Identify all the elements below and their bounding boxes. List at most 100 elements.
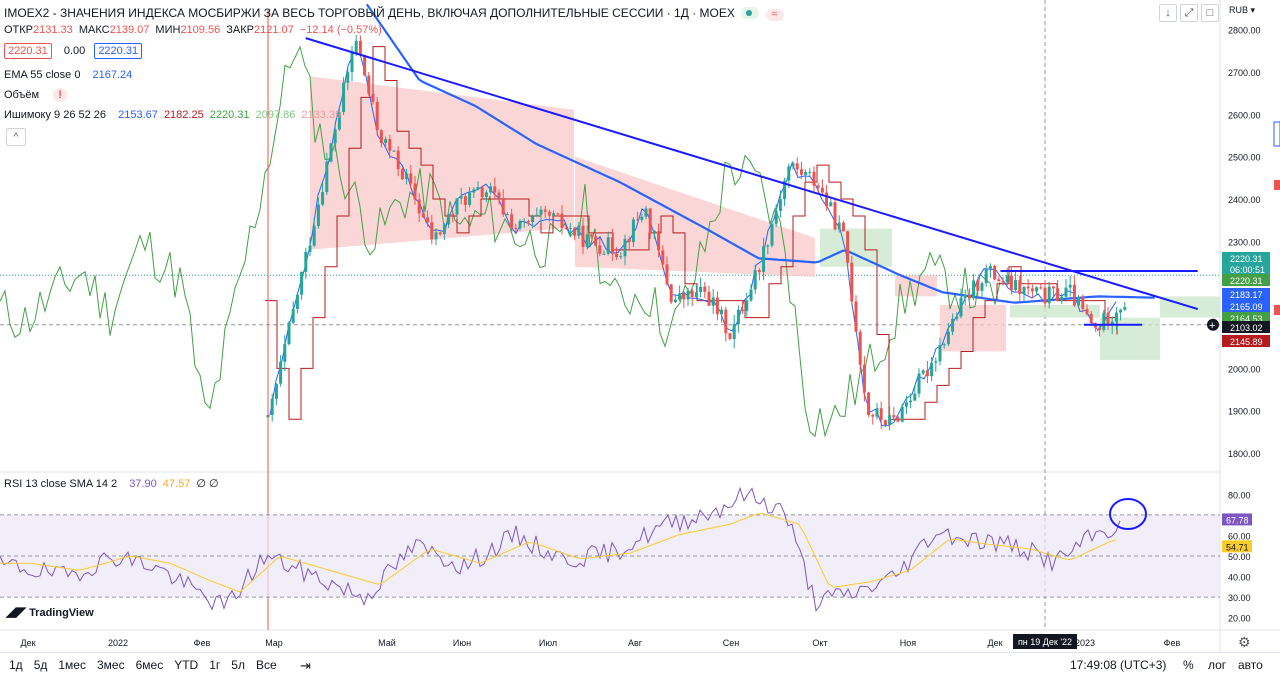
price-tag-label: 2220.31 [1230,276,1263,286]
candle-body [1098,327,1102,331]
price-tag-label: 2164.53 [1230,314,1263,324]
log-toggle[interactable]: лог [1208,658,1227,672]
candle-body [850,262,854,302]
crosshair-date-bg [1013,634,1077,649]
candle-body [295,294,299,309]
clock-label[interactable]: 17:49:08 (UTC+3) [1070,658,1167,672]
cloud-green-1 [820,228,892,267]
candle-body [568,227,572,229]
candle-body [652,231,656,234]
percent-toggle[interactable]: % [1183,658,1194,672]
cloud-red-3 [895,275,937,297]
range-1д[interactable]: 1д [9,658,23,672]
scroll-marker-red-2 [1274,305,1280,315]
warning-icon[interactable]: ! [53,88,68,102]
candle-body [686,290,690,300]
range-Все[interactable]: Все [255,658,277,672]
candle-body [715,297,719,315]
sell-button[interactable]: 2220.31 [4,43,52,59]
candle-body [657,231,661,251]
currency-select[interactable]: RUB ▾ [1229,5,1255,16]
ichimoku-span-a: 2097.86 [255,109,296,121]
candle-body [934,361,938,363]
time-tick: Май [378,638,396,648]
candle-body [1123,307,1127,310]
candle-body [279,361,283,384]
candle-body [337,111,341,130]
fullscreen-icon[interactable]: ⤢ [1180,4,1198,22]
settings-icon[interactable]: ⚙ [1238,634,1251,650]
ichimoku-tenkan: 2153.67 [118,109,158,121]
candle-body [531,216,535,223]
chevron-down-icon: ▾ [1250,5,1256,15]
buy-button[interactable]: 2220.31 [94,43,143,59]
candle-body [883,420,887,426]
tradingview-logo[interactable]: ◢◤ TradingView [6,604,94,620]
range-5д[interactable]: 5д [33,658,48,672]
candle-body [421,213,425,218]
rsi-tag-label: 54.71 [1226,542,1249,552]
high-value: 2139.07 [109,24,150,36]
candle-body [505,214,509,216]
candle-body [400,169,404,180]
range-3мес[interactable]: 3мес [96,658,125,672]
candles [266,10,1127,630]
candle-body [375,101,379,131]
ichimoku-legend[interactable]: Ишимоку 9 26 52 26 2153.67 2182.25 2220.… [4,108,344,122]
candle-body [426,217,430,223]
candle-body [976,280,980,291]
time-tick: 2022 [108,638,128,648]
candle-body [547,211,551,216]
candle-body [858,331,862,365]
candle-body [753,270,757,290]
range-1г[interactable]: 1г [209,658,221,672]
candle-body [564,227,568,229]
range-1мес[interactable]: 1мес [58,658,86,672]
ema-legend[interactable]: EMA 55 close 0 2167.24 [4,68,135,82]
candle-body [1119,309,1123,313]
trend-lines[interactable]: + [305,37,1219,332]
range-6мес[interactable]: 6мес [135,658,164,672]
approx-badge-icon[interactable]: ≈ [765,9,784,21]
candle-body [585,234,589,247]
candle-body [472,189,476,193]
candle-body [354,40,358,54]
range-YTD[interactable]: YTD [174,658,199,672]
candle-body [371,93,375,102]
candle-body [1110,321,1114,326]
candle-body [413,183,417,200]
candle-body [959,297,963,317]
candle-body [1030,288,1034,292]
brand-label: TradingView [29,607,94,619]
maximize-icon[interactable]: □ [1201,4,1219,22]
rsi-legend[interactable]: RSI 13 close SMA 14 2 37.90 47.57 ∅ ∅ [4,477,222,491]
cloud-red-2 [575,156,815,277]
price-tag-bg [1222,274,1270,286]
candle-body [363,55,367,76]
candle-body [745,300,749,311]
candle-body [1060,296,1064,301]
volume-legend[interactable]: Объём ! [4,88,70,102]
candle-body [762,246,766,272]
range-5л[interactable]: 5л [231,658,245,672]
auto-toggle[interactable]: авто [1238,658,1263,672]
time-tick: Дек [987,638,1002,648]
change-value: −12.14 (−0.57%) [299,24,382,36]
candle-body [610,237,614,254]
trend-line-0 [305,37,1199,311]
cloud-red-1 [310,76,574,250]
collapse-legend-button[interactable]: ^ [6,128,26,146]
candle-body [791,163,795,167]
candle-body [942,344,946,346]
candle-body [1022,286,1026,294]
candle-body [1039,287,1043,289]
candle-body [669,284,673,303]
goto-date-icon[interactable]: ⇥ [300,658,311,673]
ohlc-row: ОТКР2131.33 МАКС2139.07 МИН2109.56 ЗАКР2… [4,23,385,37]
candle-body [589,234,593,237]
candle-body [846,231,850,263]
download-icon[interactable]: ↓ [1159,4,1177,22]
cloud-green-3 [1100,317,1160,360]
candle-body [342,82,346,112]
